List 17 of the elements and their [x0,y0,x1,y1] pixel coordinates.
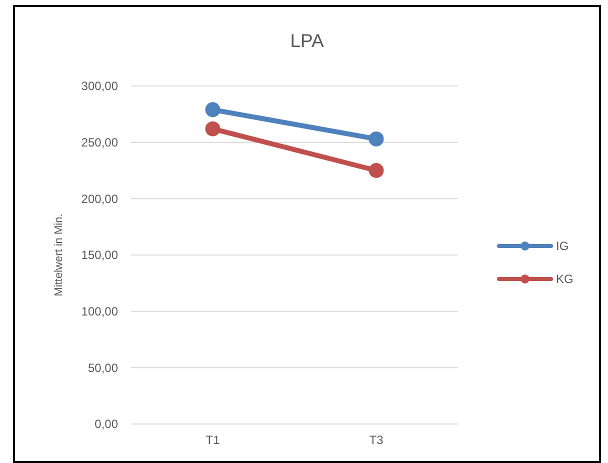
y-tick-label: 300,00 [81,79,118,94]
point [205,102,220,118]
y-tick-label: 200,00 [81,192,118,206]
y-tick-label: 250,00 [81,136,118,150]
legend-label: IG [556,239,569,254]
point [205,121,220,136]
y-tick-label: 150,00 [81,248,118,262]
point [368,163,384,178]
chart-title: LPA [290,30,324,51]
legend-label: KG [556,272,574,286]
y-tick-label: 50,00 [88,360,118,375]
y-tick-label: 0,00 [94,417,118,432]
y-axis-title: Mittelwert in Min. [53,214,65,296]
x-tick-label: T1 [206,433,220,447]
y-tick-label: 100,00 [81,304,118,319]
x-tick-label: T3 [369,433,384,447]
point [368,131,384,146]
